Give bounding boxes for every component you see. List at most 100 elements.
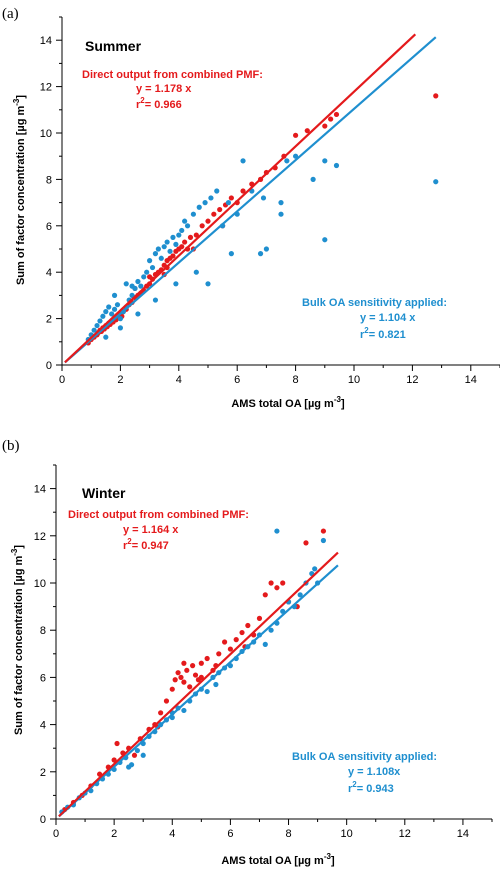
panel-a-direct-point (240, 188, 246, 194)
panel-a-x-tick-label: 0 (59, 374, 65, 386)
panel-b-direct-fit-line (58, 551, 339, 818)
panel-b-direct-point (175, 670, 181, 676)
panel-a-bulk-point (114, 302, 121, 308)
panel-b-x-tick-label: 4 (169, 828, 175, 840)
panel-a-bulk-point (278, 211, 284, 217)
panel-b-direct-point (198, 674, 204, 681)
panel-b-bulk-point (312, 566, 318, 572)
panel-a-bulk-point (170, 234, 176, 240)
panel-a-direct-point (179, 244, 185, 250)
panel-b-direct-point (192, 672, 199, 678)
panel-a-bulk-point (182, 218, 188, 224)
panel-a-bulk-point (129, 283, 135, 289)
panel-b-bulk-fit-line (58, 564, 339, 818)
panel-b-direct-point (274, 585, 280, 591)
panel-a-bulk-point (333, 162, 340, 169)
panel-a-bulk-point (179, 227, 185, 234)
panel-a-bulk-point (117, 316, 123, 322)
panel-b-direct-point (111, 757, 117, 763)
panel-b-direct-point (233, 637, 239, 643)
panel-b: (b) Winter Direct output from combined P… (2, 438, 493, 867)
panel-a-bulk-equation: y = 1.104 x (360, 312, 416, 324)
panel-b-bulk-point (213, 681, 219, 688)
panel-b-bulk-point (126, 764, 132, 770)
panel-a-bulk-point (111, 292, 118, 298)
panel-a-x-tick-label: 2 (117, 374, 123, 386)
panel-a-bulk-point (155, 246, 161, 252)
panel-b-x-tick-label: 14 (457, 828, 469, 840)
panel-a-bulk-point (106, 304, 112, 310)
panel-a-y-tick-label: 2 (46, 314, 52, 326)
panel-a-bulk-point (103, 334, 109, 340)
panel-b-direct-point (178, 674, 184, 681)
panel-b-direct-title: Direct output from combined PMF: (68, 509, 249, 521)
panel-b-bulk-point (274, 528, 280, 534)
panel-a-bulk-point (161, 244, 167, 250)
panel-b-x-tick-label: 10 (341, 828, 353, 840)
panel-a-bulk-point (193, 269, 199, 275)
panel-a-bulk-point (322, 237, 328, 243)
panel-b-direct-point (198, 660, 204, 666)
panel-b-y-axis-title: Sum of factor concentration [µg m-3] (10, 545, 25, 735)
panel-a-direct-point (304, 128, 310, 134)
panel-a-y-axis-title: Sum of factor concentration [µg m-3] (12, 95, 27, 285)
panel-b-bulk-point (181, 707, 187, 714)
panel-a-bulk-point (176, 232, 182, 238)
panel-a-bulk-point (214, 188, 220, 194)
panel-a-y-tick-label: 12 (40, 82, 52, 94)
panel-b-direct-point (187, 684, 193, 690)
panel-b-direct-point (227, 646, 233, 652)
panel-a-y-tick-label: 4 (46, 267, 52, 279)
panel-b-bulk-point (134, 747, 140, 754)
panel-a-bulk-point (152, 251, 159, 257)
panel-a-bulk-point (94, 322, 100, 329)
panel-b-direct-point (172, 677, 178, 683)
panel-b-bulk-point (204, 688, 210, 695)
panel-a-bulk-r2: r2= 0.821 (360, 326, 406, 341)
panel-b-bulk-equation: y = 1.108x (348, 766, 401, 778)
panel-a: (a) Summer Direct output from combined P… (2, 6, 500, 410)
panel-a-y-tick-label: 10 (40, 128, 52, 140)
panel-a-bulk-title: Bulk OA sensitivity applied: (302, 297, 447, 309)
panel-a-bulk-point (196, 204, 202, 210)
panel-a-direct-point (293, 132, 299, 138)
panel-a-bulk-point (184, 223, 191, 229)
panel-a-direct-point (187, 234, 194, 240)
panel-b-bulk-title: Bulk OA sensitivity applied: (292, 751, 437, 763)
panel-b-x-tick-label: 2 (111, 828, 117, 840)
panel-b-y-tick-label: 14 (34, 484, 46, 496)
panel-a-direct-point (217, 206, 223, 213)
panel-a-bulk-point (433, 179, 439, 185)
panel-b-direct-point (204, 655, 210, 662)
panel-b-y-tick-label: 2 (40, 767, 46, 779)
panel-b-direct-point (114, 740, 120, 747)
panel-a-direct-equation: y = 1.178 x (136, 83, 192, 95)
panel-a-direct-point (322, 123, 328, 129)
panel-a-x-tick-label: 8 (293, 374, 299, 386)
panel-a-bulk-point (103, 309, 109, 315)
panel-b-x-tick-label: 6 (227, 828, 233, 840)
panel-b-direct-point (169, 686, 175, 692)
panel-a-x-tick-label: 10 (348, 374, 360, 386)
panel-a-direct-point (433, 93, 439, 99)
panel-a-bulk-point (190, 211, 196, 217)
panel-b-bulk-r2: r2= 0.943 (348, 780, 394, 795)
panel-a-bulk-point (117, 325, 123, 331)
panel-b-direct-point (131, 752, 138, 758)
panel-b-direct-point (163, 698, 170, 704)
panel-b-direct-point (190, 663, 196, 669)
panel-a-bulk-point (208, 195, 214, 201)
panel-a-direct-point (147, 274, 153, 280)
panel-a-x-tick-label: 6 (234, 374, 240, 386)
panel-a-x-axis-title: AMS total OA [µg m-3] (231, 395, 345, 410)
panel-b-direct-point (262, 592, 268, 598)
panel-a-y-tick-label: 0 (46, 360, 52, 372)
panel-b-y-tick-label: 0 (40, 814, 46, 826)
panel-a-x-tick-label: 4 (176, 374, 182, 386)
panel-b-bulk-point (262, 641, 268, 647)
panel-b-direct-point (256, 615, 263, 622)
panel-b-bulk-point (297, 592, 303, 598)
panel-b-y-tick-label: 8 (40, 625, 46, 637)
panel-a-direct-title: Direct output from combined PMF: (82, 69, 263, 81)
panel-b-direct-equation: y = 1.164 x (123, 524, 179, 536)
